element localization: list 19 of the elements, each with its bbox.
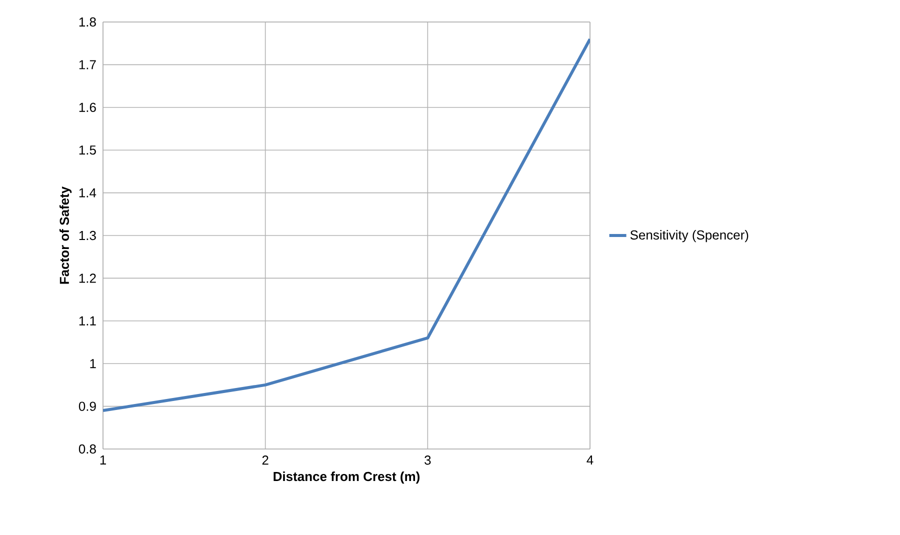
x-tick-label: 2 <box>262 456 268 465</box>
y-tick-label: 1.3 <box>79 230 96 240</box>
y-tick-label: 1 <box>90 359 96 368</box>
y-tick-label: 0.9 <box>78 402 96 411</box>
y-tick-label: 1.7 <box>79 60 96 70</box>
y-axis-title: Factor of Safety <box>59 186 72 284</box>
y-tick-label: 1.5 <box>79 146 96 155</box>
y-tick-label: 1.6 <box>79 102 96 112</box>
y-tick-label: 0.8 <box>78 444 96 454</box>
x-axis-title: Distance from Crest (m) <box>274 472 420 484</box>
y-tick-label: 1.1 <box>79 316 96 326</box>
legend-label: Sensitivity (Spencer) <box>630 230 748 242</box>
y-tick-label: 1.4 <box>79 188 96 198</box>
line-series <box>103 38 590 412</box>
x-tick-label: 4 <box>586 456 594 464</box>
x-tick-label: 3 <box>424 456 431 465</box>
y-tick-label: 1.8 <box>79 17 96 27</box>
x-tick-label: 1 <box>100 456 106 464</box>
y-tick-label: 1.2 <box>79 274 96 283</box>
